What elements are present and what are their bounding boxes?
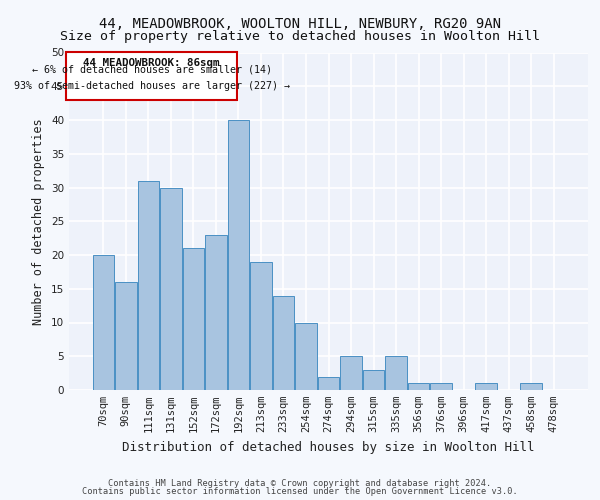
Bar [520, 383, 542, 390]
Text: Contains HM Land Registry data © Crown copyright and database right 2024.: Contains HM Land Registry data © Crown c… [109, 478, 491, 488]
Bar [430, 383, 452, 390]
Y-axis label: Number of detached properties: Number of detached properties [32, 118, 46, 324]
Bar [363, 370, 384, 390]
Bar [340, 356, 362, 390]
Bar [182, 248, 204, 390]
Text: Contains public sector information licensed under the Open Government Licence v3: Contains public sector information licen… [82, 487, 518, 496]
Bar [318, 376, 339, 390]
Bar [273, 296, 294, 390]
Bar [228, 120, 249, 390]
Bar [137, 180, 159, 390]
Bar [250, 262, 272, 390]
Bar [160, 188, 182, 390]
Text: 44 MEADOWBROOK: 86sqm: 44 MEADOWBROOK: 86sqm [83, 58, 220, 68]
Bar [92, 255, 114, 390]
Text: 93% of semi-detached houses are larger (227) →: 93% of semi-detached houses are larger (… [14, 81, 290, 91]
Bar [408, 383, 429, 390]
Bar [205, 235, 227, 390]
Text: 44, MEADOWBROOK, WOOLTON HILL, NEWBURY, RG20 9AN: 44, MEADOWBROOK, WOOLTON HILL, NEWBURY, … [99, 18, 501, 32]
Text: Size of property relative to detached houses in Woolton Hill: Size of property relative to detached ho… [60, 30, 540, 43]
Text: ← 6% of detached houses are smaller (14): ← 6% of detached houses are smaller (14) [32, 65, 272, 75]
Bar [295, 322, 317, 390]
X-axis label: Distribution of detached houses by size in Woolton Hill: Distribution of detached houses by size … [122, 440, 535, 454]
Bar [475, 383, 497, 390]
Bar [115, 282, 137, 390]
Bar [385, 356, 407, 390]
